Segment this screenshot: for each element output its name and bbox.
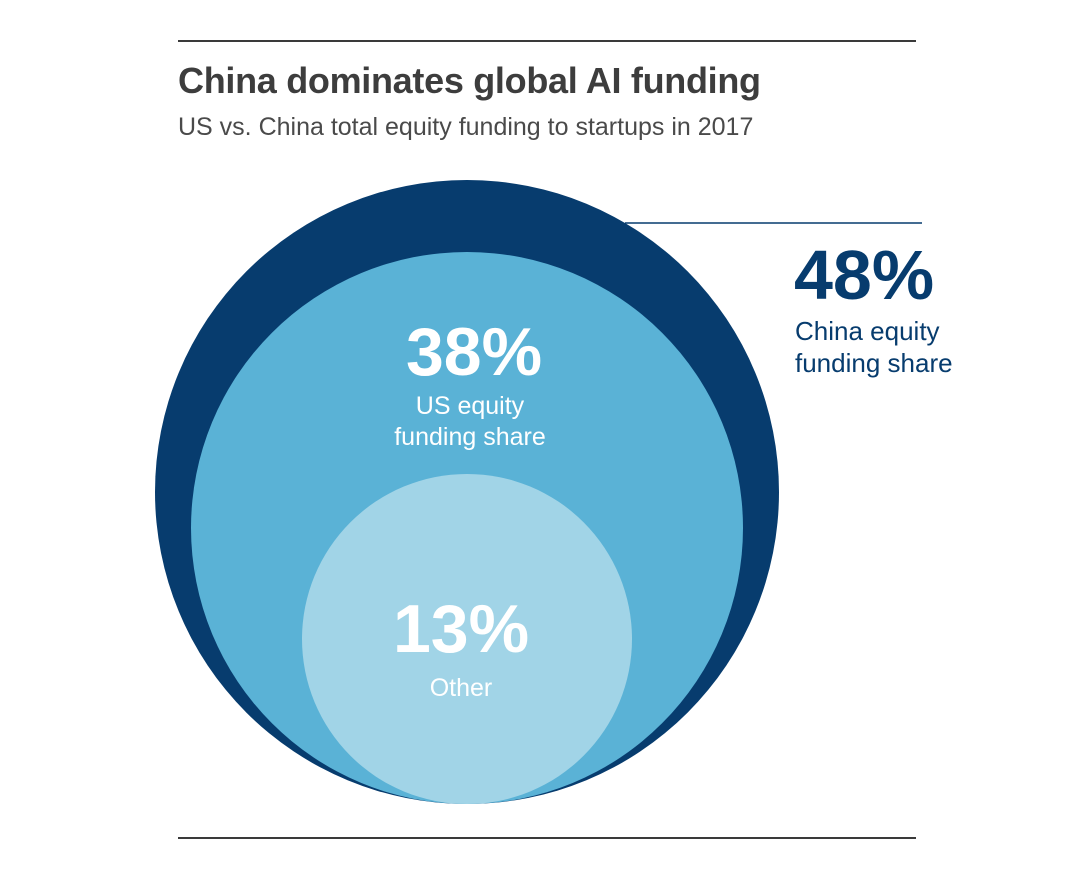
other-series-label: Other — [430, 674, 493, 702]
us-value-label: 38% — [406, 314, 542, 390]
china-series-label: China equity — [795, 316, 940, 346]
china-value-label: 48% — [794, 236, 934, 314]
top-rule — [178, 40, 916, 42]
us-series-label: US equity — [416, 392, 525, 420]
china-series-label: funding share — [795, 348, 953, 378]
other-share-circle — [302, 474, 632, 804]
bottom-rule — [178, 837, 916, 839]
chart-subtitle: US vs. China total equity funding to sta… — [178, 113, 754, 141]
other-value-label: 13% — [393, 591, 529, 667]
us-series-label: funding share — [394, 423, 546, 451]
chart-title: China dominates global AI funding — [178, 60, 761, 101]
